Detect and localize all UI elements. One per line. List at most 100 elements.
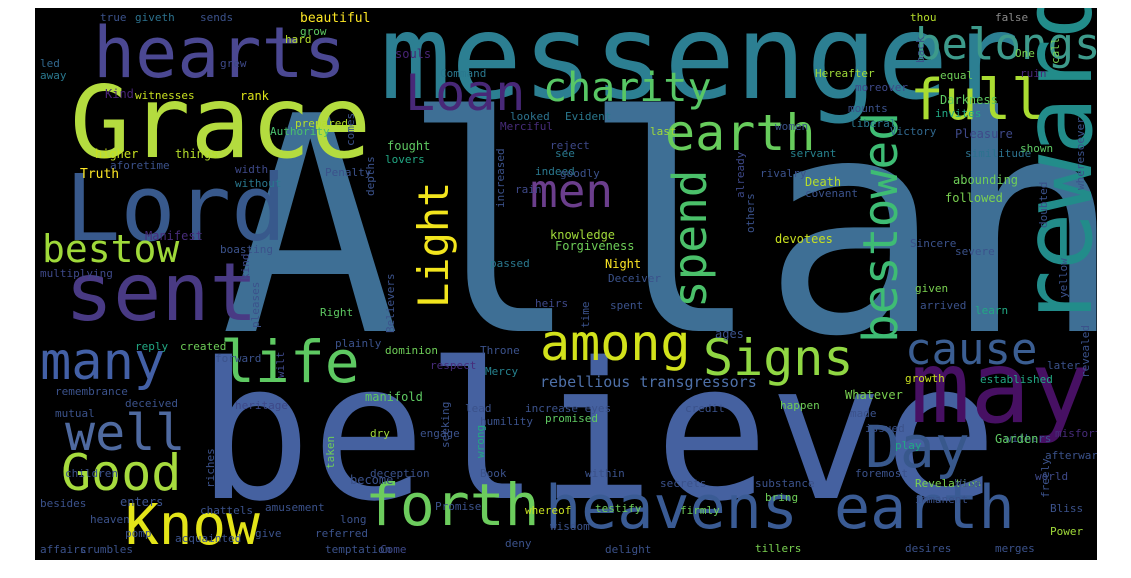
word-prepared: prepared (295, 117, 348, 130)
word-give: give (255, 527, 282, 540)
word-rebellious-transgressors: rebellious transgressors (540, 373, 757, 391)
word-ages: ages (715, 327, 744, 341)
word-without: without (235, 177, 282, 190)
word-merges: merges (995, 542, 1035, 555)
word-authority: Authority (270, 125, 330, 138)
word-led: led (40, 57, 60, 70)
word-men: men (530, 164, 614, 218)
word-created: created (180, 340, 227, 353)
word-evident: Evident (565, 110, 612, 123)
word-pleasure: Pleasure (955, 127, 1013, 141)
word-kind: Kind (105, 87, 134, 101)
word-messenger: messenger (380, 8, 1020, 126)
word-invites: invites (935, 107, 982, 120)
word-night: Night (605, 257, 642, 271)
word-time: time (579, 301, 592, 329)
word-credit: credit (685, 402, 725, 415)
word-wise: Wise (955, 477, 982, 490)
word-among: among (540, 314, 691, 372)
word-wheresoever: wheresoever (1074, 117, 1087, 190)
word-revelation: Revelation (915, 477, 982, 490)
word-grace: Grace (70, 64, 372, 181)
word-cause: cause (905, 324, 1038, 375)
word-bestowed: bestowed (853, 111, 909, 343)
word-grew: grew (220, 57, 247, 70)
word-promise: Promise (435, 500, 482, 513)
word-revealed: revealed (1079, 325, 1092, 378)
word-goodly: goodly (560, 167, 600, 180)
word-world: world (1035, 470, 1069, 483)
word-wrong: wrong (474, 424, 487, 458)
word-believe: believe (197, 322, 998, 543)
word-pleases: pleases (249, 281, 262, 328)
word-enters: enters (120, 495, 164, 509)
word-know: Know (125, 493, 260, 558)
word-severe: severe (955, 245, 995, 258)
word-long: long (340, 513, 367, 526)
word-desires: desires (905, 542, 952, 555)
word-plainly: plainly (335, 337, 382, 350)
word-increased: increased (494, 148, 507, 208)
word-growth: growth (905, 372, 945, 385)
word-remembrance: remembrance (55, 385, 128, 398)
word-referred: referred (315, 527, 368, 540)
word-deceived: deceived (125, 397, 178, 410)
word-dominion: dominion (385, 344, 438, 357)
word-last: last (650, 125, 677, 138)
word-heritage: heritage (235, 399, 288, 412)
word-merciful: Merciful (500, 120, 553, 133)
word-call: call (1049, 37, 1062, 65)
word-hearts: hearts (93, 12, 346, 94)
word-spend: spend (663, 169, 717, 308)
word-wisdom: wisdom (550, 520, 590, 533)
word-kind: kind (239, 253, 252, 281)
word-happen: happen (780, 399, 820, 412)
word-beautiful: beautiful (300, 11, 371, 26)
word-good: Good (61, 444, 182, 502)
word-devotees: devotees (775, 232, 833, 246)
word-giveth: giveth (135, 11, 175, 24)
word-back: back (914, 36, 927, 64)
word-manifold: manifold (365, 390, 423, 404)
word-ruin: ruin (1020, 67, 1047, 80)
word-riches: riches (204, 448, 217, 488)
word-shown: shown (1020, 142, 1054, 155)
word-already: already (734, 151, 747, 198)
word-engage: engage (420, 427, 460, 440)
word-true: true (100, 11, 127, 24)
word-hard: hard (285, 33, 312, 46)
word-afterwards: afterwards (1045, 449, 1097, 462)
word-boasting: boasting (220, 243, 273, 256)
word-promised: promised (545, 412, 598, 425)
word-may: may (910, 329, 1091, 446)
word-established: established (980, 373, 1053, 386)
word-misfortune: misfortune (1055, 427, 1097, 440)
word-given: given (915, 282, 949, 295)
word-within: within (585, 467, 625, 480)
word-mounts: mounts (848, 102, 888, 115)
word-lord: Lord (65, 155, 287, 262)
word-passed: passed (490, 257, 530, 270)
word-women: women (775, 120, 809, 133)
word-delight: delight (605, 543, 652, 556)
word-children: children (65, 467, 118, 480)
word-whatever: Whatever (845, 388, 903, 402)
word-heaven: heaven (90, 513, 130, 526)
word-witnesses: witnesses (135, 89, 195, 102)
word-heavens-earth: heavens earth (545, 473, 1015, 543)
word-play: play (895, 439, 922, 452)
word-mercy: Mercy (485, 365, 519, 378)
word-equal: equal (940, 69, 974, 82)
word-away: away (40, 69, 67, 82)
word-one: One (1015, 47, 1035, 60)
word-mutual: mutual (55, 407, 95, 420)
word-humility: humility (480, 415, 533, 428)
word-multiplying: multiplying (40, 267, 113, 280)
word-foremost: foremost (855, 467, 908, 480)
word-abounding: abounding (953, 173, 1019, 187)
word-dry: dry (370, 427, 390, 440)
word-many: many (40, 332, 166, 392)
word-power: Power (1050, 525, 1084, 538)
word-immanent: immanent (915, 493, 968, 506)
word-substance: substance (755, 477, 815, 490)
